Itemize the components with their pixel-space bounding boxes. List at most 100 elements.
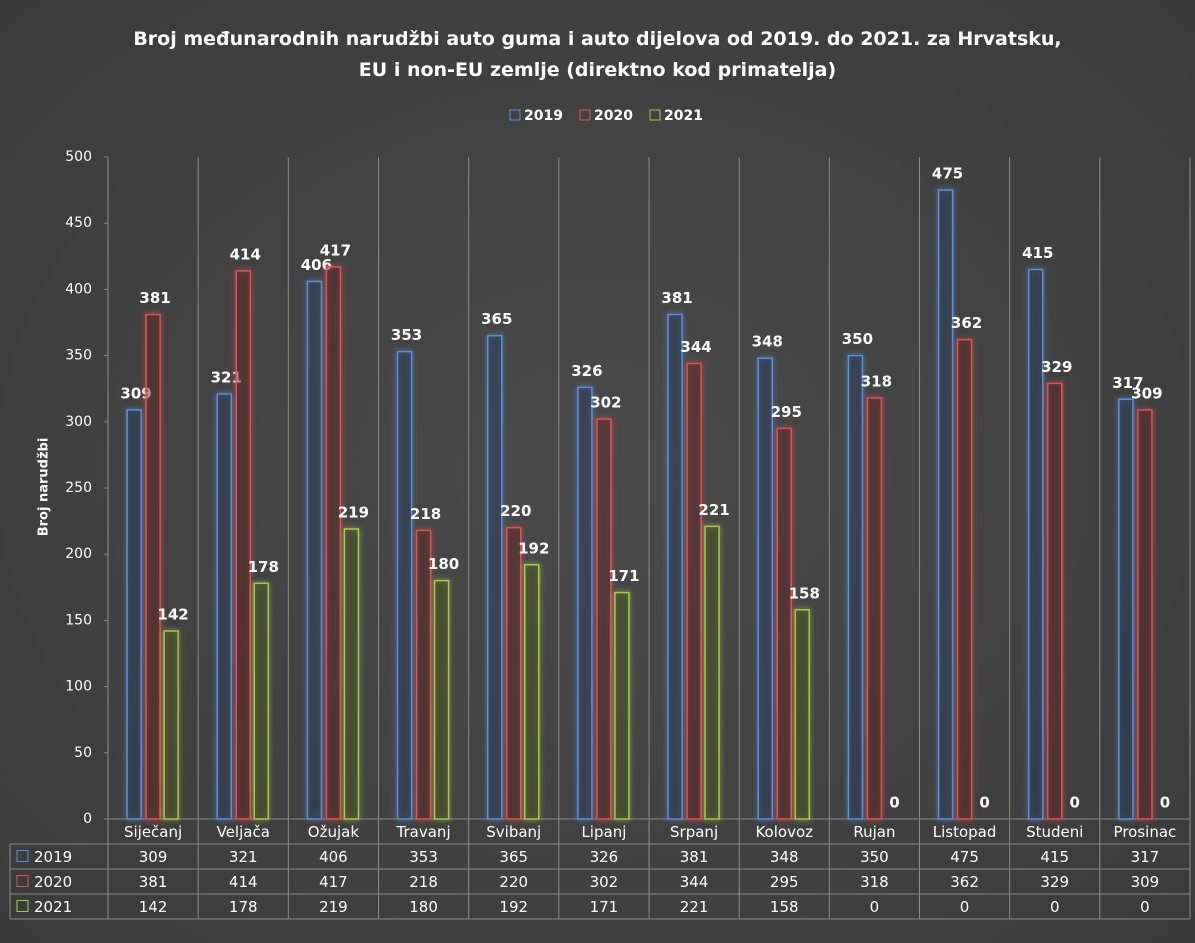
legend-key [649,109,661,121]
table-value: 353 [409,848,438,866]
table-value: 350 [860,848,889,866]
table-value: 295 [770,873,799,891]
data-label: 362 [951,314,982,332]
bar [325,266,342,820]
table-value: 180 [409,898,438,916]
data-label: 415 [1022,244,1053,262]
y-tick-label: 350 [65,348,92,364]
table-value: 142 [139,898,168,916]
table-series-label: 2019 [34,848,72,866]
data-label: 192 [518,539,549,557]
table-value: 219 [319,898,348,916]
table-value: 221 [680,898,709,916]
data-label: 326 [571,362,602,380]
data-label: 417 [320,241,351,259]
category-label: Srpanj [670,823,718,841]
table-value: 326 [590,848,619,866]
data-label: 344 [680,338,711,356]
table-value: 0 [1050,898,1060,916]
bar [235,270,251,820]
data-label: 0 [979,794,989,812]
data-label: 309 [1131,384,1162,402]
bar [396,350,413,820]
legend-label: 2021 [664,108,703,124]
bar [126,409,142,820]
table-value: 171 [590,898,619,916]
legend-label: 2020 [594,108,633,124]
data-label: 318 [861,372,892,390]
bar [667,313,683,820]
y-tick-label: 0 [83,811,92,827]
data-label: 302 [590,394,621,412]
table-value: 329 [1040,873,1069,891]
data-label: 317 [1112,374,1143,392]
table-value: 158 [770,898,799,916]
data-label: 309 [120,384,151,402]
table-value: 381 [680,848,709,866]
y-tick-label: 100 [65,679,92,695]
y-tick-label: 300 [65,414,92,430]
table-value: 362 [950,873,979,891]
table-value: 0 [960,898,970,916]
bar [596,418,612,820]
bar [163,630,179,820]
legend-key [16,900,29,912]
bar [704,525,720,820]
y-tick-label: 250 [65,480,92,496]
y-tick-label: 450 [65,215,92,231]
category-label: Veljača [217,823,270,841]
table-value: 348 [770,848,799,866]
bar [524,564,540,820]
table-value: 218 [409,873,438,891]
data-label: 180 [428,555,459,573]
y-tick-label: 500 [65,149,92,165]
legend-key [509,109,521,121]
table-value: 406 [319,848,348,866]
bar [1137,409,1153,820]
data-label: 221 [698,501,729,519]
bar [937,189,954,820]
y-axis-label: Broj narudžbi [37,438,52,537]
table-value: 0 [1140,898,1150,916]
data-label: 142 [157,605,188,623]
y-tick-label: 150 [65,612,92,628]
category-label: Prosinac [1114,823,1177,841]
table-value: 415 [1040,848,1069,866]
legend-key [16,850,29,862]
data-label: 381 [139,289,170,307]
table-value: 0 [870,898,880,916]
bar [253,582,269,820]
bar [866,397,883,820]
table-value: 365 [499,848,528,866]
y-tick-label: 200 [65,546,92,562]
table-value: 309 [139,848,168,866]
bar [577,386,593,820]
table-value: 302 [590,873,619,891]
data-label: 414 [230,245,261,263]
bar [614,591,630,820]
table-series-label: 2020 [34,873,72,891]
bar [1118,398,1134,820]
data-label: 0 [1160,794,1170,812]
table-value: 318 [860,873,889,891]
data-label: 158 [789,584,820,602]
legend-key [16,875,29,887]
table-value: 178 [229,898,258,916]
bar [776,427,792,820]
table-value: 381 [139,873,168,891]
table-value: 192 [499,898,528,916]
bar [847,354,864,820]
data-label: 295 [771,403,802,421]
table-value: 317 [1131,848,1160,866]
data-label: 353 [391,326,422,344]
chart-title: Broj međunarodnih narudžbi auto guma i a… [133,28,1062,81]
data-label: 350 [842,330,873,348]
data-label: 475 [932,165,963,183]
category-label: Rujan [853,823,895,841]
bar [145,313,161,820]
category-label: Ožujak [308,823,360,841]
bar [343,528,360,820]
data-label: 348 [752,333,783,351]
